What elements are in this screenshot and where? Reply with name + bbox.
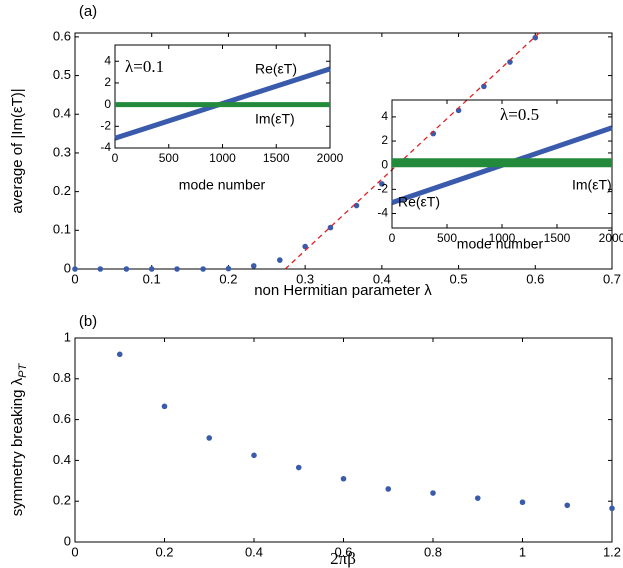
data-point (481, 83, 487, 90)
data-point (474, 495, 481, 501)
x-tick-label: 500 (437, 231, 457, 245)
series-label: Im(εT) (255, 111, 295, 127)
fit-line (284, 32, 540, 270)
x-tick-label: 0.8 (424, 544, 442, 559)
x-axis-label: mode number (457, 236, 544, 252)
x-tick-label: 1000 (209, 151, 236, 165)
x-tick-label: 500 (159, 151, 179, 165)
panel-label: (a) (79, 3, 97, 20)
data-point (532, 34, 539, 41)
data-point (353, 202, 360, 209)
x-tick-label: 0.2 (219, 271, 237, 286)
x-tick-label: 1 (519, 544, 526, 559)
x-tick-label: 0 (71, 271, 78, 286)
x-axis-label: 2πβ (330, 549, 356, 568)
y-tick-label: 4 (381, 109, 388, 123)
x-tick-label: 2000 (599, 231, 623, 245)
x-tick-label: 0.4 (373, 271, 391, 286)
data-point (564, 502, 571, 509)
y-tick-label: 0.4 (53, 106, 71, 121)
y-tick-label: 1 (64, 329, 71, 344)
y-tick-label: 2 (104, 75, 111, 89)
data-point (385, 486, 392, 492)
y-axis-label: symmetry breaking λPT (9, 363, 29, 517)
annotation: λ=0.1 (125, 57, 164, 76)
data-point (174, 266, 180, 272)
y-axis-label: average of |Im(εT)| (9, 88, 26, 213)
data-point (225, 265, 232, 272)
x-tick-label: 0.6 (526, 271, 544, 286)
data-point (161, 403, 168, 410)
y-tick-label: -2 (100, 118, 111, 132)
y-axis-label-main: symmetry breaking λ (9, 377, 26, 516)
data-point (609, 505, 615, 512)
x-tick-label: 0 (389, 231, 396, 245)
series-label: Im(εT) (572, 177, 612, 193)
x-tick-label: 0.5 (450, 271, 468, 286)
y-tick-label: 0 (104, 97, 111, 111)
data-point (430, 490, 436, 496)
y-tick-label: 0.2 (53, 183, 71, 198)
y-tick-label: 0.1 (53, 222, 71, 237)
y-tick-label: 0.2 (53, 493, 71, 508)
x-tick-label: 0.1 (143, 271, 161, 286)
y-axis-label-subscript: PT (17, 363, 29, 378)
y-tick-label: 2 (381, 133, 388, 147)
y-tick-label: 0.8 (53, 370, 71, 385)
y-tick-label: 0.5 (53, 67, 71, 82)
y-tick-label: -4 (377, 206, 388, 220)
y-tick-label: 0.6 (53, 28, 71, 43)
data-point (340, 475, 347, 482)
x-tick-label: 0.6 (334, 544, 352, 559)
y-axis-label-group: average of |Im(εT)| (9, 88, 26, 213)
y-tick-label: 0 (64, 260, 71, 275)
data-point (200, 266, 206, 272)
y-tick-label: 0.6 (53, 411, 71, 426)
plot-frame (74, 337, 613, 543)
data-point (295, 464, 302, 471)
data-point (507, 59, 513, 65)
x-tick-label: 1.2 (603, 544, 621, 559)
series-label: Re(εT) (255, 61, 297, 77)
x-tick-label: 0 (112, 151, 119, 165)
y-tick-label: -2 (377, 182, 388, 196)
y-tick-label: 0 (381, 157, 388, 171)
x-axis-label: mode number (179, 177, 266, 193)
y-axis-label-group: symmetry breaking λPT (9, 363, 29, 517)
y-tick-label: -4 (100, 140, 111, 154)
annotation: λ=0.5 (500, 105, 539, 124)
x-tick-label: 0 (71, 544, 78, 559)
x-tick-label: 0.7 (603, 271, 621, 286)
x-tick-label: 0.2 (155, 544, 173, 559)
x-tick-label: 0.4 (245, 544, 263, 559)
data-point (519, 499, 526, 506)
data-point (72, 266, 78, 272)
data-point (277, 257, 283, 263)
x-tick-label: 1500 (544, 231, 571, 245)
data-point (250, 263, 257, 269)
data-point (302, 243, 308, 250)
x-tick-label: 1000 (489, 231, 516, 245)
data-point (148, 266, 155, 272)
data-point (251, 452, 257, 459)
y-tick-label: 0.4 (53, 452, 71, 467)
y-tick-label: 0 (64, 533, 71, 548)
data-point (206, 435, 213, 441)
panel-label: (b) (79, 313, 97, 330)
y-tick-label: 4 (104, 53, 111, 67)
data-point (97, 266, 104, 272)
y-tick-label: 0.3 (53, 144, 71, 159)
x-tick-label: 0.3 (296, 271, 314, 286)
data-point (123, 266, 130, 272)
series-label: Re(εT) (398, 194, 440, 210)
x-tick-label: 1500 (263, 151, 290, 165)
x-axis-label: non Hermitian parameter λ (254, 282, 432, 299)
data-point (379, 181, 385, 187)
x-tick-label: 2000 (317, 151, 344, 165)
data-point (116, 351, 123, 358)
